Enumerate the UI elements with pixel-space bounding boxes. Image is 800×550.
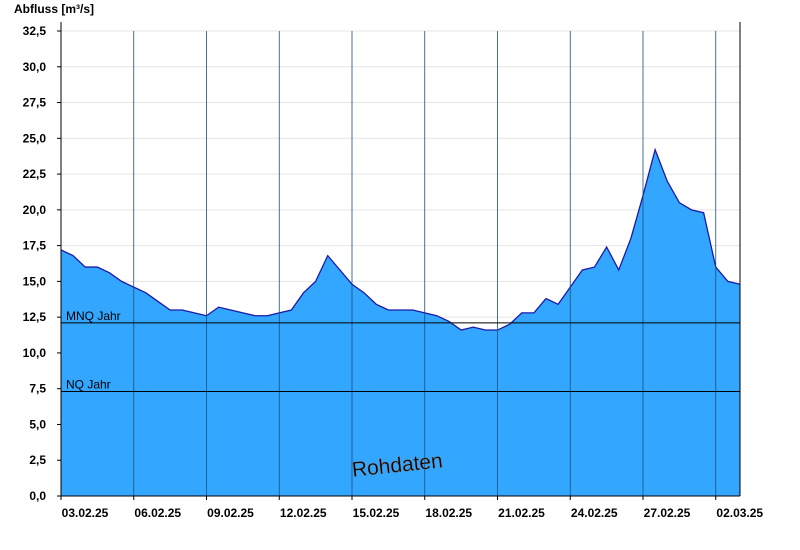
y-tick-label: 10,0	[23, 346, 47, 360]
x-tick-label: 18.02.25	[425, 506, 472, 520]
y-tick-label: 20,0	[23, 203, 47, 217]
y-tick-label: 32,5	[23, 24, 47, 38]
x-tick-label: 03.02.25	[62, 506, 109, 520]
x-tick-label: 02.03.25	[716, 506, 763, 520]
x-tick-label: 09.02.25	[207, 506, 254, 520]
x-tick-label: 24.02.25	[571, 506, 618, 520]
x-tick-label: 12.02.25	[280, 506, 327, 520]
x-tick-label: 15.02.25	[353, 506, 400, 520]
x-tick-label: 21.02.25	[498, 506, 545, 520]
y-tick-label: 12,5	[23, 310, 47, 324]
y-tick-label: 30,0	[23, 60, 47, 74]
y-tick-label: 15,0	[23, 274, 47, 288]
y-tick-label: 22,5	[23, 167, 47, 181]
y-tick-label: 0,0	[29, 489, 46, 503]
y-tick-label: 25,0	[23, 131, 47, 145]
y-tick-label: 5,0	[29, 417, 46, 431]
y-tick-label: 17,5	[23, 239, 47, 253]
y-tick-label: 7,5	[29, 382, 46, 396]
y-axis-title: Abfluss [m³/s]	[14, 2, 94, 16]
line	[60, 147, 741, 331]
reference-label: NQ Jahr	[66, 378, 111, 392]
y-tick-label: 27,5	[23, 96, 47, 110]
x-tick-label: 27.02.25	[644, 506, 691, 520]
reference-label: MNQ Jahr	[66, 309, 121, 323]
x-tick-label: 06.02.25	[134, 506, 181, 520]
y-tick-label: 2,5	[29, 453, 46, 467]
